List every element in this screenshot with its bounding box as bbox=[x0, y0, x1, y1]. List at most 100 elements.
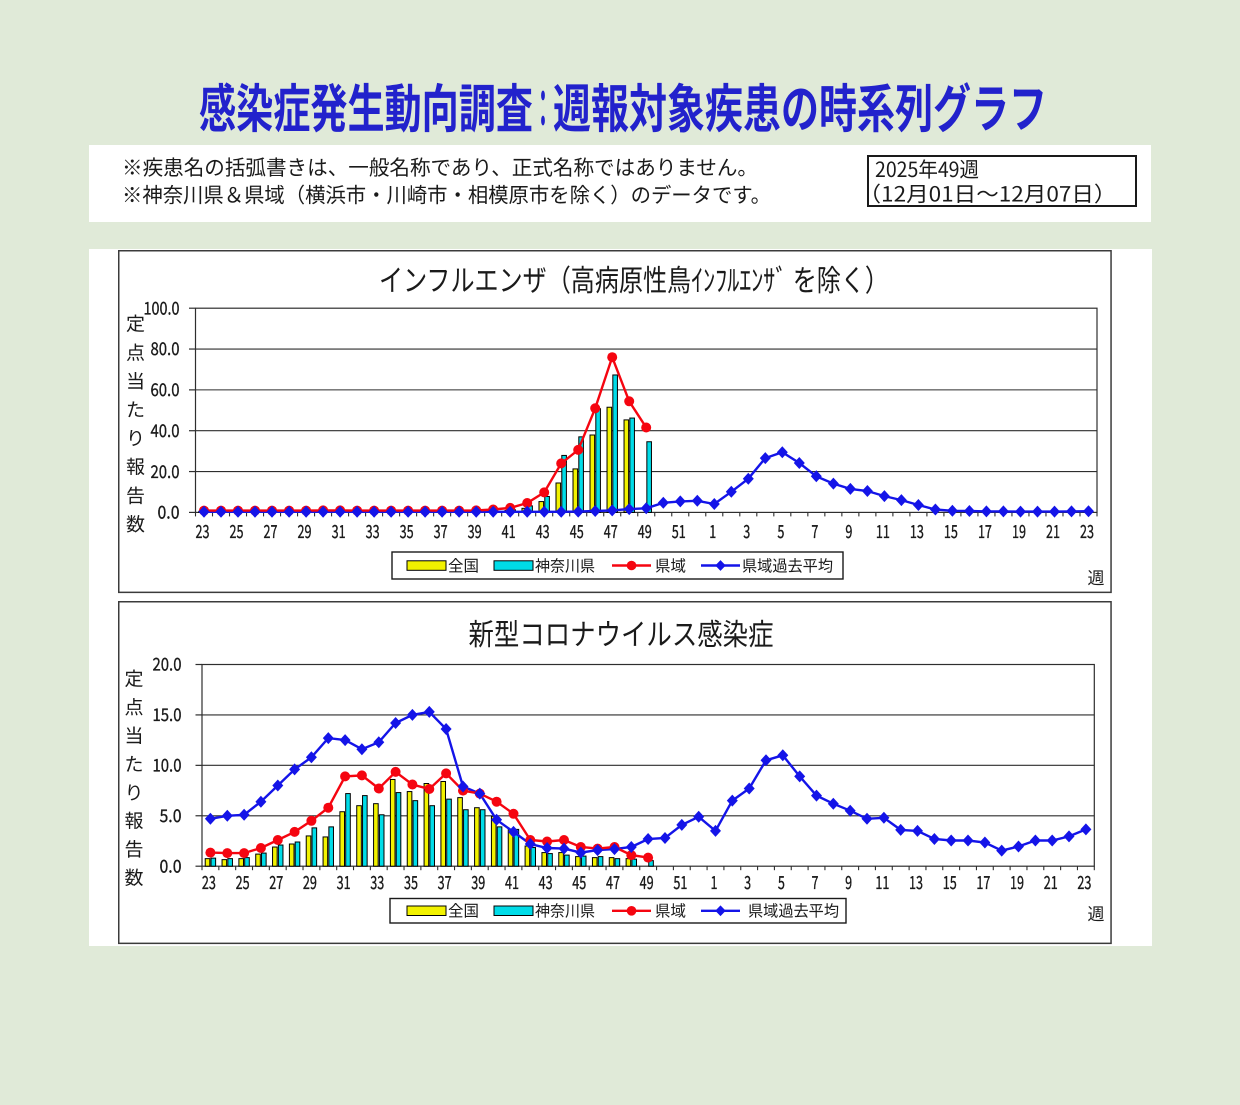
svg-text:23: 23 bbox=[196, 518, 210, 544]
svg-text:13: 13 bbox=[910, 518, 924, 544]
svg-text:当: 当 bbox=[126, 367, 145, 394]
svg-text:週報対象疾患の時系列グラフ: 週報対象疾患の時系列グラフ bbox=[553, 68, 1047, 144]
svg-text:1: 1 bbox=[710, 869, 717, 895]
svg-text:49: 49 bbox=[638, 518, 652, 544]
svg-text:：: ： bbox=[533, 68, 553, 144]
svg-text:※神奈川県＆県域（横浜市・川崎市・相模原市を除く）のデータで: ※神奈川県＆県域（横浜市・川崎市・相模原市を除く）のデータです。 bbox=[122, 180, 771, 210]
svg-text:感染症発生動向調査: 感染症発生動向調査 bbox=[199, 68, 533, 144]
svg-text:7: 7 bbox=[811, 518, 818, 544]
svg-text:35: 35 bbox=[404, 869, 418, 895]
svg-text:23: 23 bbox=[202, 869, 216, 895]
svg-text:※疾患名の括弧書きは、一般名称であり、正式名称ではありません: ※疾患名の括弧書きは、一般名称であり、正式名称ではありません。 bbox=[122, 152, 758, 182]
svg-text:13: 13 bbox=[909, 869, 923, 895]
svg-text:17: 17 bbox=[976, 869, 990, 895]
svg-text:37: 37 bbox=[438, 869, 452, 895]
svg-text:た: た bbox=[124, 750, 143, 777]
svg-text:点: 点 bbox=[126, 338, 145, 365]
svg-text:47: 47 bbox=[606, 869, 620, 895]
svg-text:週: 週 bbox=[1088, 900, 1105, 925]
svg-text:週: 週 bbox=[1088, 564, 1105, 589]
svg-text:0.0: 0.0 bbox=[158, 500, 180, 525]
svg-text:5: 5 bbox=[777, 518, 784, 544]
svg-text:5: 5 bbox=[778, 869, 785, 895]
svg-text:33: 33 bbox=[370, 869, 384, 895]
svg-text:全国: 全国 bbox=[448, 552, 479, 576]
svg-text:当: 当 bbox=[124, 722, 143, 749]
svg-text:23: 23 bbox=[1080, 518, 1094, 544]
svg-text:39: 39 bbox=[471, 869, 485, 895]
svg-text:9: 9 bbox=[845, 518, 852, 544]
svg-text:47: 47 bbox=[604, 518, 618, 544]
svg-text:新型コロナウイルス感染症: 新型コロナウイルス感染症 bbox=[469, 610, 774, 654]
svg-text:25: 25 bbox=[236, 869, 250, 895]
svg-text:19: 19 bbox=[1010, 869, 1024, 895]
svg-text:17: 17 bbox=[978, 518, 992, 544]
svg-text:80.0: 80.0 bbox=[151, 336, 180, 361]
svg-text:告: 告 bbox=[126, 481, 145, 508]
svg-text:20.0: 20.0 bbox=[151, 459, 180, 484]
svg-text:（12月01日～12月07日）: （12月01日～12月07日） bbox=[859, 179, 1117, 209]
svg-text:19: 19 bbox=[1012, 518, 1026, 544]
svg-text:27: 27 bbox=[264, 518, 278, 544]
svg-text:23: 23 bbox=[1077, 869, 1091, 895]
svg-text:数: 数 bbox=[124, 864, 143, 891]
svg-text:報: 報 bbox=[126, 453, 145, 480]
svg-text:49: 49 bbox=[640, 869, 654, 895]
svg-text:定: 定 bbox=[126, 310, 145, 337]
svg-text:点: 点 bbox=[124, 693, 143, 720]
svg-text:21: 21 bbox=[1046, 518, 1060, 544]
svg-text:35: 35 bbox=[400, 518, 414, 544]
svg-text:7: 7 bbox=[812, 869, 819, 895]
svg-text:1: 1 bbox=[709, 518, 716, 544]
svg-text:り: り bbox=[126, 424, 145, 451]
svg-text:県域過去平均: 県域過去平均 bbox=[742, 552, 833, 576]
svg-text:10.0: 10.0 bbox=[153, 753, 182, 778]
svg-text:41: 41 bbox=[505, 869, 519, 895]
svg-text:9: 9 bbox=[845, 869, 852, 895]
svg-text:40.0: 40.0 bbox=[151, 418, 180, 443]
svg-text:3: 3 bbox=[744, 869, 751, 895]
svg-text:100.0: 100.0 bbox=[144, 295, 180, 320]
svg-text:り: り bbox=[124, 778, 143, 805]
svg-text:県域: 県域 bbox=[655, 898, 686, 922]
svg-text:3: 3 bbox=[743, 518, 750, 544]
svg-text:43: 43 bbox=[536, 518, 550, 544]
svg-text:25: 25 bbox=[230, 518, 244, 544]
svg-text:20.0: 20.0 bbox=[153, 652, 182, 677]
svg-text:告: 告 bbox=[124, 835, 143, 862]
svg-text:15: 15 bbox=[944, 518, 958, 544]
svg-text:県域過去平均: 県域過去平均 bbox=[748, 898, 839, 922]
svg-text:60.0: 60.0 bbox=[151, 377, 180, 402]
svg-text:数: 数 bbox=[126, 510, 145, 537]
svg-text:2025年49週: 2025年49週 bbox=[875, 154, 979, 184]
svg-text:21: 21 bbox=[1044, 869, 1058, 895]
svg-text:神奈川県: 神奈川県 bbox=[535, 898, 595, 922]
svg-text:5.0: 5.0 bbox=[160, 803, 182, 828]
svg-text:た: た bbox=[126, 396, 145, 423]
svg-text:39: 39 bbox=[468, 518, 482, 544]
svg-text:11: 11 bbox=[876, 518, 890, 544]
svg-text:神奈川県: 神奈川県 bbox=[535, 552, 595, 576]
svg-text:51: 51 bbox=[673, 869, 687, 895]
svg-text:29: 29 bbox=[303, 869, 317, 895]
svg-text:31: 31 bbox=[332, 518, 346, 544]
svg-text:県域: 県域 bbox=[655, 552, 686, 576]
svg-text:33: 33 bbox=[366, 518, 380, 544]
svg-text:45: 45 bbox=[570, 518, 584, 544]
svg-text:定: 定 bbox=[124, 665, 143, 692]
svg-text:41: 41 bbox=[502, 518, 516, 544]
svg-text:全国: 全国 bbox=[448, 898, 479, 922]
svg-text:報: 報 bbox=[124, 807, 143, 834]
svg-text:51: 51 bbox=[672, 518, 686, 544]
svg-text:45: 45 bbox=[572, 869, 586, 895]
svg-text:11: 11 bbox=[875, 869, 889, 895]
svg-text:31: 31 bbox=[337, 869, 351, 895]
svg-text:15.0: 15.0 bbox=[153, 702, 182, 727]
svg-text:29: 29 bbox=[298, 518, 312, 544]
svg-text:15: 15 bbox=[943, 869, 957, 895]
svg-text:37: 37 bbox=[434, 518, 448, 544]
svg-text:0.0: 0.0 bbox=[160, 853, 182, 878]
svg-text:43: 43 bbox=[539, 869, 553, 895]
svg-text:インフルエンザ（高病原性鳥ｲﾝﾌﾙｴﾝｻﾞ を除く）: インフルエンザ（高病原性鳥ｲﾝﾌﾙｴﾝｻﾞ を除く） bbox=[379, 256, 889, 300]
svg-text:27: 27 bbox=[269, 869, 283, 895]
